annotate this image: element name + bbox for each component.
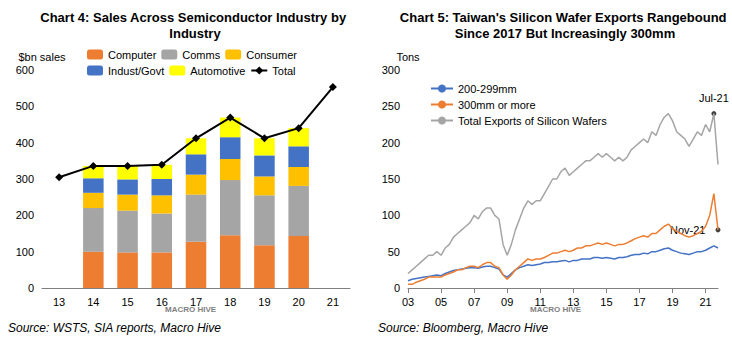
svg-text:Comms: Comms: [182, 49, 220, 61]
svg-text:05: 05: [435, 296, 447, 308]
svg-text:09: 09: [501, 296, 513, 308]
svg-text:100: 100: [382, 209, 400, 221]
svg-text:Total: Total: [272, 65, 295, 77]
svg-text:300: 300: [382, 64, 400, 76]
svg-text:Industry: Industry: [169, 26, 221, 41]
svg-text:11: 11: [535, 296, 546, 308]
svg-text:07: 07: [468, 296, 480, 308]
svg-text:Chart 4: Sales Across Semicond: Chart 4: Sales Across Semiconductor Indu…: [40, 10, 349, 25]
svg-text:MACRO HIVE: MACRO HIVE: [530, 304, 582, 314]
svg-text:13: 13: [53, 296, 65, 308]
svg-text:400: 400: [16, 137, 34, 149]
svg-text:14: 14: [87, 296, 99, 308]
svg-text:Tons: Tons: [396, 51, 420, 63]
svg-text:Since 2017 But Increasingly 30: Since 2017 But Increasingly 300mm: [455, 26, 675, 41]
svg-text:20: 20: [293, 296, 305, 308]
svg-text:19: 19: [258, 296, 270, 308]
svg-text:200: 200: [382, 137, 400, 149]
svg-text:19: 19: [666, 296, 678, 308]
svg-text:$bn sales: $bn sales: [18, 51, 66, 63]
svg-text:Automotive: Automotive: [190, 65, 245, 77]
svg-text:100: 100: [16, 246, 34, 258]
svg-text:21: 21: [699, 296, 711, 308]
svg-text:21: 21: [327, 296, 339, 308]
svg-text:17: 17: [633, 296, 645, 308]
svg-text:Chart 5: Taiwan's Silicon Wafe: Chart 5: Taiwan's Silicon Wafer Exports …: [400, 10, 730, 25]
svg-text:500: 500: [16, 100, 34, 112]
svg-text:0: 0: [28, 282, 34, 294]
svg-text:MACRO HIVE: MACRO HIVE: [165, 304, 217, 314]
svg-text:03: 03: [402, 296, 414, 308]
svg-text:Indust/Govt: Indust/Govt: [108, 65, 164, 77]
svg-text:200: 200: [16, 209, 34, 221]
svg-text:Computer: Computer: [108, 49, 157, 61]
svg-text:Source: Bloomberg, Macro Hive: Source: Bloomberg, Macro Hive: [378, 321, 548, 335]
svg-text:13: 13: [567, 296, 579, 308]
svg-text:15: 15: [121, 296, 133, 308]
svg-text:50: 50: [388, 246, 400, 258]
svg-text:15: 15: [600, 296, 612, 308]
svg-text:150: 150: [382, 173, 400, 185]
svg-text:Consumer: Consumer: [246, 49, 297, 61]
svg-text:16: 16: [156, 296, 168, 308]
svg-text:17: 17: [190, 296, 202, 308]
svg-text:600: 600: [16, 64, 34, 76]
svg-text:18: 18: [224, 296, 236, 308]
svg-text:300: 300: [16, 173, 34, 185]
svg-text:200-299mm: 200-299mm: [458, 83, 517, 95]
svg-text:Total Exports of Silicon Wafer: Total Exports of Silicon Wafers: [458, 115, 607, 127]
svg-text:Jul-21: Jul-21: [699, 92, 729, 104]
svg-text:300mm or more: 300mm or more: [458, 99, 536, 111]
svg-text:250: 250: [382, 100, 400, 112]
svg-text:0: 0: [394, 282, 400, 294]
svg-text:Source: WSTS, SIA reports, Mac: Source: WSTS, SIA reports, Macro Hive: [8, 321, 221, 335]
svg-text:Nov-21: Nov-21: [670, 223, 706, 236]
